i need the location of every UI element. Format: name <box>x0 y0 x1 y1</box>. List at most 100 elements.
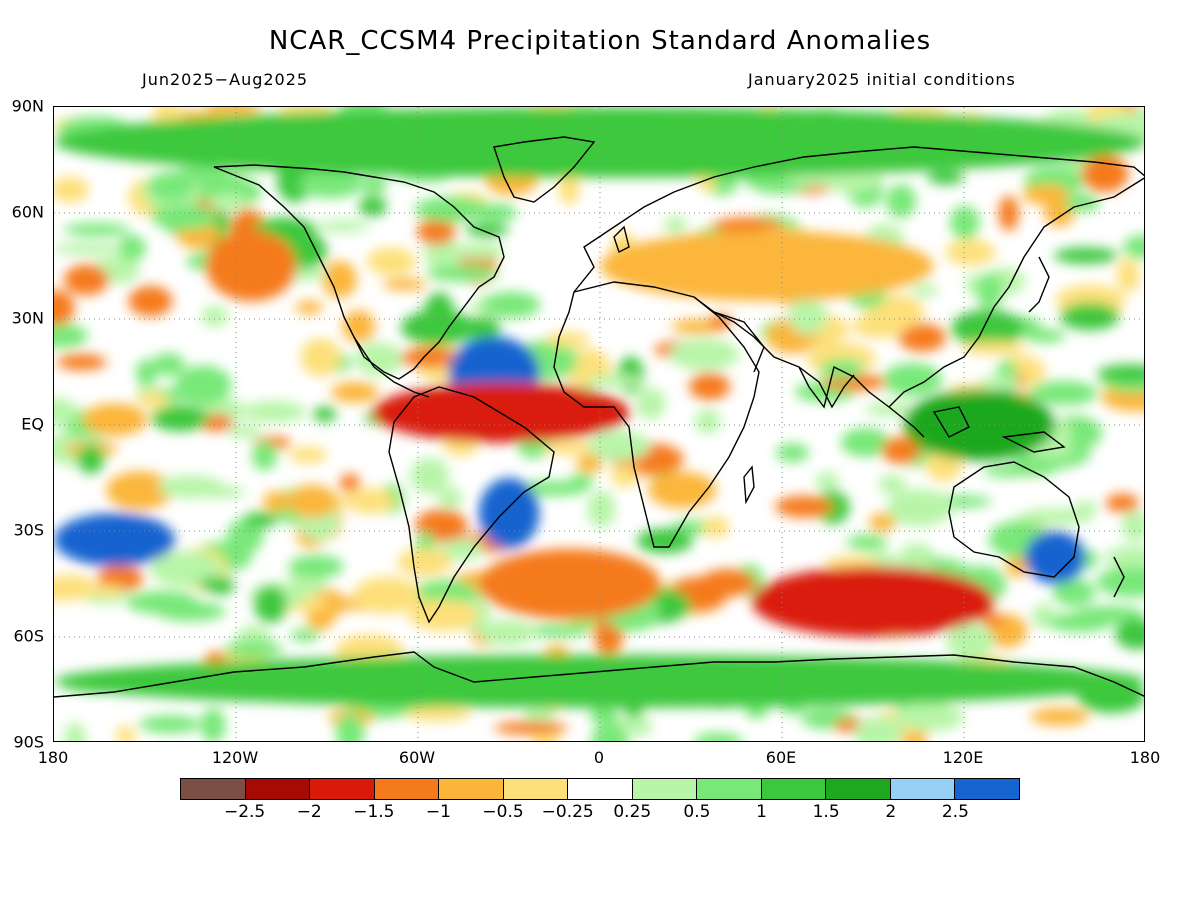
anomaly-blob <box>864 401 914 417</box>
anomaly-blob <box>611 464 639 488</box>
anomaly-blob <box>407 599 480 632</box>
legend-label: 2 <box>885 802 897 822</box>
lat-label-60s: 60S <box>13 626 44 646</box>
legend-swatch <box>310 779 375 799</box>
lat-label-90s: 90S <box>13 732 44 752</box>
anomaly-blob <box>946 622 994 660</box>
map-title: NCAR_CCSM4 Precipitation Standard Anomal… <box>268 26 932 56</box>
anomaly-blob <box>1074 501 1098 514</box>
anomaly-blob <box>1022 184 1070 205</box>
anomaly-blob <box>345 488 396 514</box>
new-zealand-coast <box>1113 556 1125 598</box>
anomaly-blob <box>198 577 230 592</box>
anomaly-blob <box>63 223 130 237</box>
anomaly-blob <box>703 516 730 538</box>
legend-label: 0.5 <box>683 802 711 822</box>
anomaly-blob <box>152 353 185 376</box>
anomaly-blob <box>1060 302 1120 331</box>
anomaly-region <box>54 513 176 567</box>
anomaly-blob <box>151 204 217 231</box>
anomaly-blob <box>312 406 337 422</box>
anomaly-blob <box>1047 612 1112 633</box>
coastlines <box>54 136 1144 698</box>
anomaly-blob <box>243 512 279 528</box>
anomaly-blob <box>397 548 453 576</box>
anomaly-blob <box>54 290 75 326</box>
legend-label: 1.5 <box>812 802 840 822</box>
anomaly-blob <box>54 176 90 203</box>
lon-label-60e: 60E <box>765 748 797 767</box>
anomaly-blob <box>242 400 307 423</box>
anomaly-blob <box>663 216 688 234</box>
anomaly-blob <box>775 495 833 518</box>
anomaly-blob <box>1122 234 1144 259</box>
anomaly-blob <box>1018 508 1095 525</box>
legend-label: 2.5 <box>941 802 969 822</box>
anomaly-blob <box>360 177 388 195</box>
anomaly-blob <box>526 624 591 638</box>
anomaly-blob <box>1081 155 1129 193</box>
borneo-coast <box>932 406 970 438</box>
anomaly-blob <box>137 391 168 407</box>
lat-label-60n: 60N <box>11 202 44 222</box>
anomaly-blob <box>961 341 1027 355</box>
anomaly-blob <box>54 397 78 427</box>
anomaly-blob <box>885 184 917 219</box>
north-america-coast <box>213 164 505 380</box>
anomaly-blob <box>815 471 840 492</box>
lon-label-120e: 120E <box>942 748 984 767</box>
anomaly-blob <box>589 705 619 726</box>
anomaly-blob <box>64 264 109 296</box>
legend-swatch <box>245 779 311 799</box>
africa-coast <box>553 281 760 548</box>
anomaly-blob <box>410 457 450 494</box>
anomaly-blob <box>1116 258 1140 293</box>
anomaly-blob <box>1029 380 1098 406</box>
anomaly-blob <box>157 475 224 499</box>
anomaly-blob <box>136 359 157 388</box>
anomaly-blob <box>558 170 580 206</box>
anomaly-blob <box>1097 364 1144 383</box>
anomaly-blob <box>115 725 136 741</box>
anomaly-blob <box>352 576 422 614</box>
anomaly-blob <box>1052 578 1096 606</box>
anomaly-blob <box>412 579 477 606</box>
anomaly-blob <box>452 243 506 260</box>
anomaly-blob <box>417 218 456 245</box>
legend-swatch <box>374 779 440 799</box>
anomaly-blob <box>200 707 226 741</box>
anomaly-blob <box>439 538 484 561</box>
anomaly-blob <box>950 205 980 240</box>
lat-label-90n: 90N <box>11 96 44 116</box>
anomaly-blob <box>945 239 996 266</box>
anomaly-blob <box>139 715 201 734</box>
anomaly-blob <box>1121 510 1144 542</box>
india-coast <box>798 366 855 409</box>
anomaly-blob <box>636 387 666 420</box>
anomaly-blob <box>151 405 209 432</box>
anomaly-blob <box>295 300 323 315</box>
anomaly-blob <box>853 716 903 741</box>
anomaly-region <box>54 107 1144 178</box>
anomaly-blob <box>910 284 939 297</box>
lon-label-180e: 180 <box>1129 748 1161 767</box>
anomaly-blob <box>117 235 146 262</box>
lon-label-180w: 180 <box>37 748 69 767</box>
legend-label: −2.5 <box>223 802 266 822</box>
japan-coast <box>1028 256 1050 313</box>
init-conditions-label: January2025 initial conditions <box>748 70 1016 89</box>
anomaly-blob <box>201 305 228 327</box>
anomaly-blob <box>636 528 693 554</box>
legend-label: −2 <box>296 802 322 822</box>
anomaly-blob <box>403 346 456 368</box>
anomaly-blob <box>588 430 651 461</box>
anomaly-blob <box>354 342 403 376</box>
anomaly-blob <box>254 585 288 623</box>
anomaly-blob <box>694 409 721 434</box>
anomaly-region <box>372 382 631 443</box>
legend-swatch <box>890 779 956 799</box>
anomaly-blob <box>54 574 93 590</box>
anomaly-blob <box>1024 329 1066 343</box>
anomaly-blob <box>414 196 490 223</box>
anomaly-blob <box>978 376 1021 389</box>
